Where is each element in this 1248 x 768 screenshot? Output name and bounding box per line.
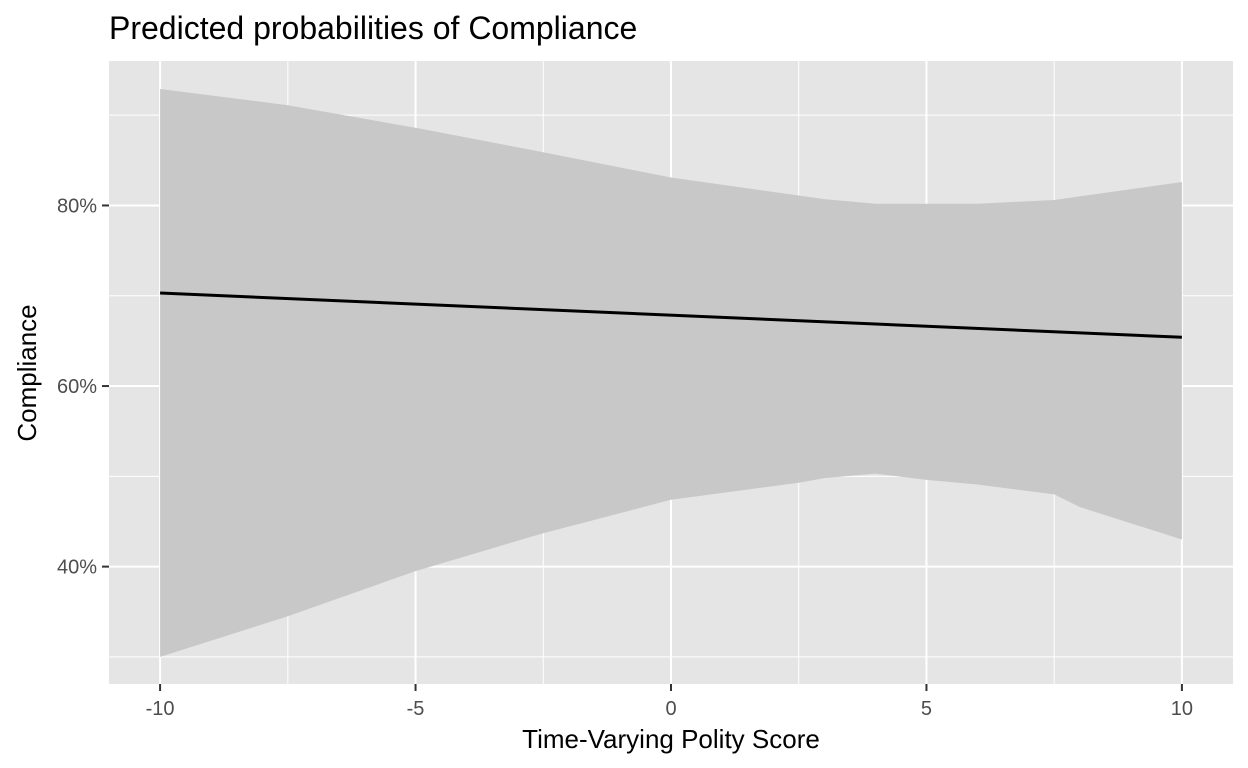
series-group [160,291,1182,339]
y-tick-label: 60% [57,376,97,398]
y-axis-ticks: 40% 60% 80% [57,195,109,579]
x-tick-label: 0 [665,698,676,720]
chart-title: Predicted probabilities of Compliance [109,10,637,46]
x-axis-title: Time-Varying Polity Score [522,724,820,754]
x-axis-ticks: -10 -5 0 5 10 [146,684,1193,720]
x-tick-label: -10 [146,698,175,720]
x-tick-label: -5 [407,698,425,720]
series-line [160,291,1182,339]
y-tick-label: 80% [57,195,97,217]
y-axis-title: Compliance [12,304,42,441]
y-tick-label: 40% [57,557,97,579]
confidence-band [160,89,1182,657]
x-tick-label: 10 [1171,698,1193,720]
x-tick-label: 5 [921,698,932,720]
